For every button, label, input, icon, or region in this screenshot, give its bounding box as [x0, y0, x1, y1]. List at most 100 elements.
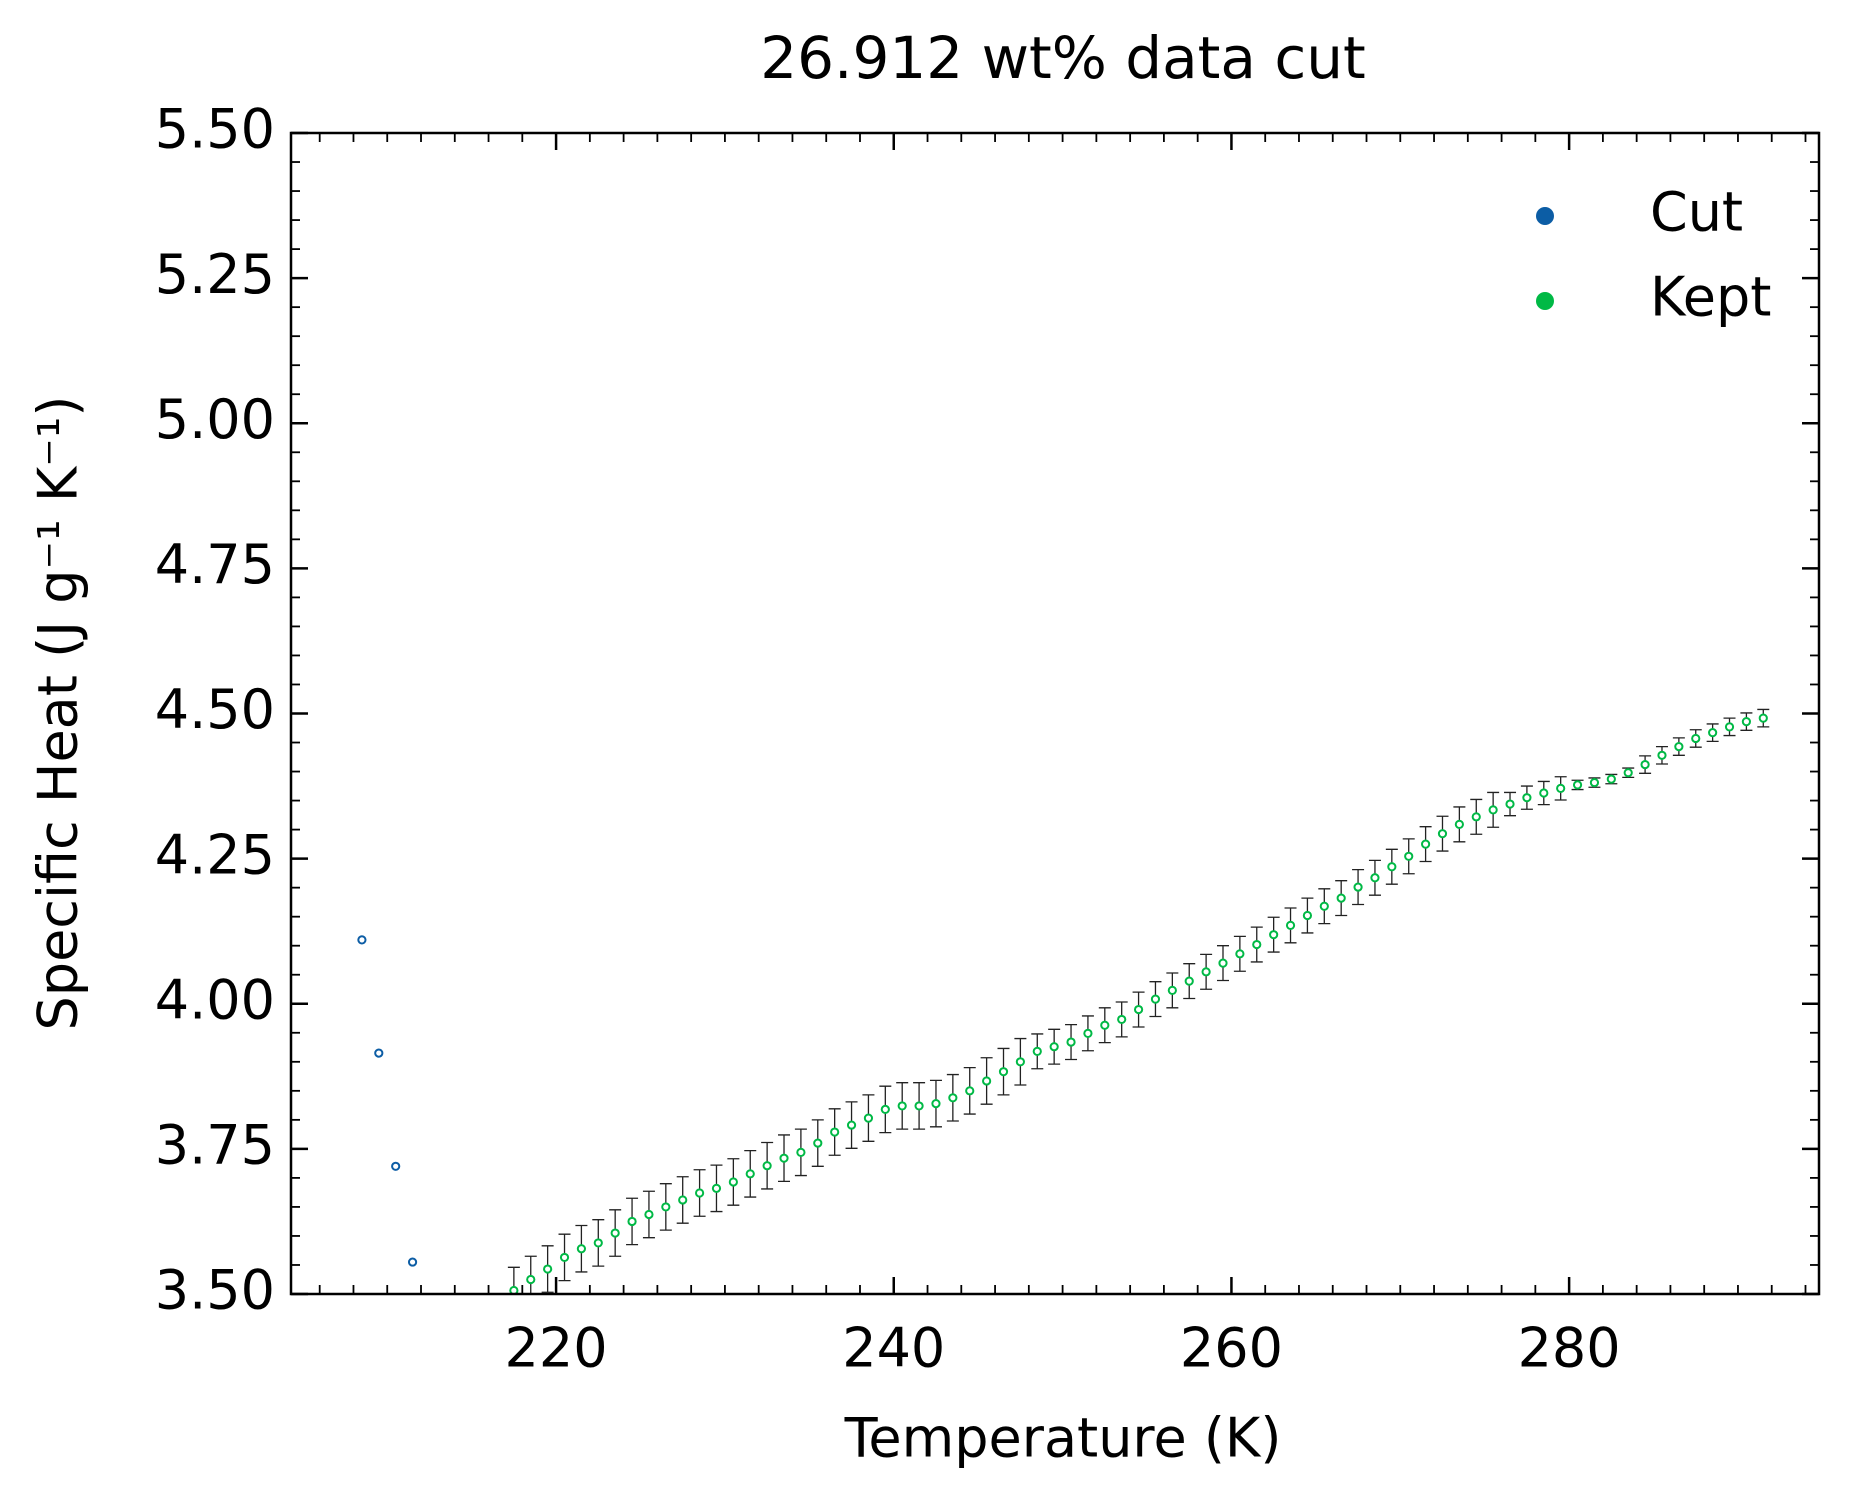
data-point: [863, 1113, 874, 1123]
data-point: [1724, 722, 1735, 732]
data-point: [1437, 829, 1448, 839]
data-point: [1572, 780, 1583, 790]
y-tick-label: 4.50: [155, 678, 275, 741]
data-point: [627, 1216, 637, 1227]
data-point: [1691, 733, 1701, 744]
y-tick-label: 4.25: [155, 823, 275, 886]
data-point: [948, 1093, 958, 1103]
data-point: [1606, 774, 1616, 784]
data-point: [779, 1153, 789, 1163]
data-point: [1235, 949, 1245, 959]
data-point: [1117, 1014, 1127, 1025]
data-point: [796, 1147, 806, 1157]
data-point: [1150, 994, 1161, 1004]
data-point: [1421, 839, 1431, 849]
data-point: [509, 1285, 519, 1294]
data-point: [880, 1104, 890, 1115]
data-point: [813, 1138, 823, 1148]
data-point: [1640, 759, 1650, 770]
data-point: [1623, 768, 1633, 778]
y-tick-label: 5.00: [155, 388, 275, 451]
legend-marker: [1536, 292, 1554, 310]
data-point: [694, 1188, 705, 1198]
data-point: [1708, 728, 1718, 738]
data-point: [1133, 1004, 1144, 1015]
data-point: [1488, 805, 1498, 815]
data-point: [846, 1120, 857, 1130]
y-tick-label: 5.25: [155, 243, 275, 306]
data-point: [374, 1048, 384, 1058]
data-point: [728, 1177, 738, 1187]
data-point: [1387, 862, 1397, 872]
data-point: [1252, 939, 1262, 950]
y-tick-label: 4.75: [155, 533, 275, 596]
data-point: [1353, 882, 1363, 892]
x-tick-label: 240: [842, 1317, 945, 1380]
x-axis-label: Temperature (K): [844, 1407, 1282, 1470]
plot-area: [357, 708, 1770, 1294]
data-point: [1454, 819, 1464, 829]
y-tick-label: 3.75: [155, 1114, 275, 1177]
data-point: [1049, 1042, 1059, 1052]
data-point: [1184, 976, 1194, 986]
data-point: [1302, 910, 1313, 921]
data-point: [1269, 930, 1279, 940]
data-point: [610, 1228, 620, 1238]
data-point: [745, 1169, 755, 1179]
data-point: [830, 1127, 840, 1137]
y-tick-label: 4.00: [155, 968, 275, 1031]
data-point: [1471, 812, 1481, 822]
data-point: [661, 1202, 671, 1212]
legend-label: Cut: [1650, 181, 1743, 244]
data-point: [1674, 741, 1684, 752]
data-point: [1167, 985, 1177, 995]
data-point: [593, 1238, 603, 1248]
data-point: [1336, 893, 1346, 903]
data-point: [1218, 958, 1228, 968]
data-point: [998, 1067, 1009, 1077]
x-tick-label: 280: [1518, 1317, 1621, 1380]
data-point: [762, 1161, 772, 1171]
data-point: [678, 1195, 688, 1205]
data-point: [391, 1161, 401, 1171]
data-point: [559, 1252, 570, 1263]
x-tick-label: 260: [1180, 1317, 1283, 1380]
data-point: [576, 1244, 587, 1254]
data-point: [1404, 851, 1414, 861]
data-point: [543, 1264, 553, 1274]
data-point: [1522, 793, 1532, 803]
data-point: [1657, 750, 1667, 760]
data-point: [1032, 1046, 1042, 1056]
data-point: [1015, 1057, 1025, 1067]
data-point: [914, 1101, 924, 1111]
data-point: [1556, 783, 1566, 793]
legend-label: Kept: [1650, 266, 1771, 329]
data-point: [1083, 1028, 1093, 1038]
data-point: [1741, 717, 1751, 727]
chart-title: 26.912 wt% data cut: [760, 24, 1366, 92]
data-point: [931, 1098, 941, 1109]
data-point: [711, 1183, 722, 1193]
data-point: [1201, 967, 1211, 977]
data-point: [1505, 799, 1515, 809]
data-point: [407, 1257, 418, 1267]
data-point: [1066, 1037, 1076, 1047]
legend-marker: [1536, 207, 1554, 225]
data-point: [1285, 920, 1296, 930]
data-point: [965, 1086, 975, 1096]
data-point: [1539, 788, 1549, 798]
y-tick-label: 3.50: [155, 1259, 275, 1322]
data-point: [1100, 1020, 1110, 1030]
y-tick-label: 5.50: [155, 98, 275, 161]
data-point: [1589, 777, 1600, 788]
data-point: [1370, 873, 1380, 883]
data-point: [357, 935, 367, 945]
data-point: [897, 1101, 907, 1111]
data-point: [526, 1274, 536, 1285]
data-point: [982, 1076, 992, 1086]
data-point: [1758, 713, 1768, 723]
data-point: [644, 1209, 654, 1220]
y-axis-label: Specific Heat (J g⁻¹ K⁻¹): [27, 396, 90, 1031]
